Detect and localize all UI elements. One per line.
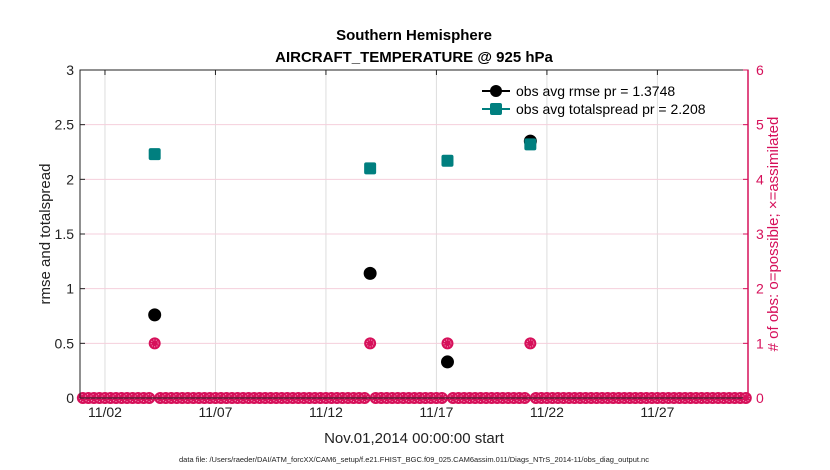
marks bbox=[76, 134, 752, 404]
y-tick-label: 2.5 bbox=[55, 117, 75, 133]
grid bbox=[80, 70, 748, 398]
legend-marker-spread bbox=[490, 103, 502, 115]
y-tick-label: 0 bbox=[66, 390, 74, 406]
chart-title: Southern Hemisphere bbox=[336, 27, 492, 44]
obs-count-possible-marker bbox=[148, 337, 161, 350]
obs-count-possible-marker bbox=[524, 337, 537, 350]
chart-subtitle: AIRCRAFT_TEMPERATURE @ 925 hPa bbox=[275, 49, 553, 66]
rmse-point bbox=[440, 355, 454, 369]
legend-label-spread: obs avg totalspread pr = 2.208 bbox=[516, 101, 706, 117]
totalspread-point bbox=[148, 148, 161, 161]
y2-tick-label: 1 bbox=[756, 335, 764, 351]
totalspread-point bbox=[524, 138, 537, 151]
y2-tick-label: 6 bbox=[756, 62, 764, 78]
obs-count-possible-marker bbox=[364, 337, 377, 350]
obs-count-possible-marker bbox=[441, 337, 454, 350]
legend-marker-rmse bbox=[490, 85, 502, 97]
y-axis-label: rmse and totalspread bbox=[37, 164, 54, 305]
legend-label-rmse: obs avg rmse pr = 1.3748 bbox=[516, 83, 675, 99]
y2-tick-label: 0 bbox=[756, 390, 764, 406]
y2-tick-label: 2 bbox=[756, 281, 764, 297]
x-tick-label: 11/17 bbox=[419, 404, 453, 420]
obs-count-assimilated-marker bbox=[366, 339, 375, 348]
totalspread-point bbox=[364, 162, 377, 175]
obs-count-assimilated-marker bbox=[526, 339, 535, 348]
x-tick-label: 11/12 bbox=[309, 404, 343, 420]
totalspread-point bbox=[441, 154, 454, 167]
y2-tick-label: 4 bbox=[756, 171, 764, 187]
x-tick-label: 11/07 bbox=[198, 404, 232, 420]
footnote: data file: /Users/raeder/DAI/ATM_forcXX/… bbox=[179, 455, 649, 464]
legend: obs avg rmse pr = 1.3748 obs avg totalsp… bbox=[482, 83, 706, 117]
x-tick-label: 11/27 bbox=[640, 404, 674, 420]
y-tick-label: 0.5 bbox=[55, 335, 75, 351]
y2-tick-label: 5 bbox=[756, 117, 764, 133]
y2-tick-label: 3 bbox=[756, 226, 764, 242]
y2-axis-label: # of obs: o=possible; ×=assimilated bbox=[765, 117, 782, 352]
rmse-point bbox=[148, 308, 162, 322]
y-tick-label: 3 bbox=[66, 62, 74, 78]
obs-count-assimilated-marker bbox=[150, 339, 159, 348]
y-tick-label: 1.5 bbox=[55, 226, 75, 242]
rmse-point bbox=[363, 266, 377, 280]
obs-count-assimilated-marker bbox=[443, 339, 452, 348]
x-axis-label: Nov.01,2014 00:00:00 start bbox=[324, 430, 505, 447]
y-tick-label: 1 bbox=[66, 281, 74, 297]
x-tick-label: 11/22 bbox=[530, 404, 564, 420]
x-tick-label: 11/02 bbox=[88, 404, 122, 420]
axes: 11/02 11/07 11/12 11/17 11/22 11/27 0 1 2 3 4 5 6 0 0.… bbox=[55, 62, 764, 420]
y-tick-label: 2 bbox=[66, 171, 74, 187]
